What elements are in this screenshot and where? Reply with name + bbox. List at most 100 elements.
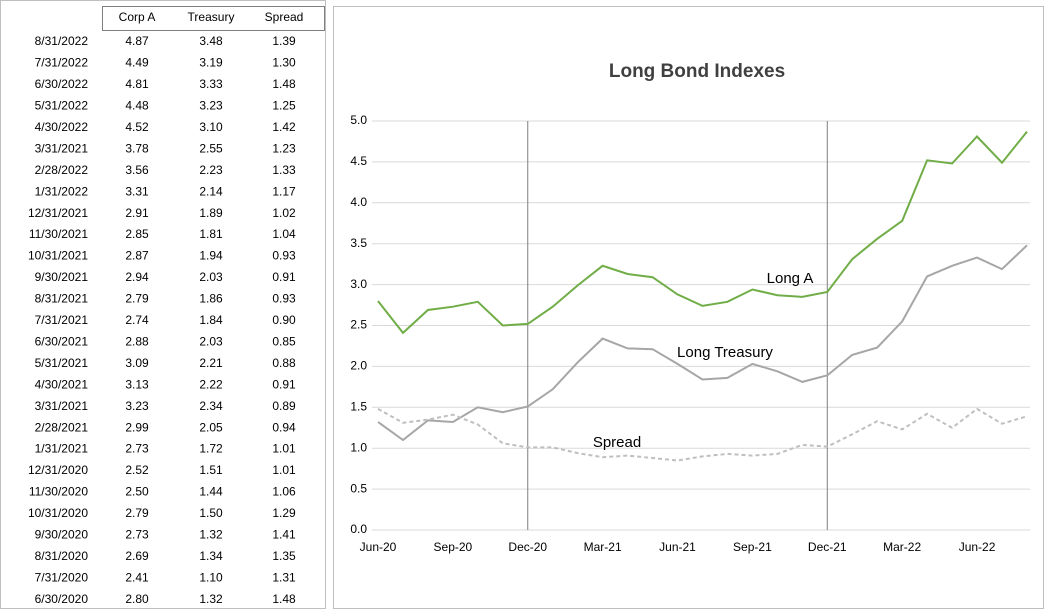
table-cell: 1.86 <box>199 292 223 306</box>
y-tick-label: 2.0 <box>350 359 367 373</box>
table-cell: 0.85 <box>272 334 296 348</box>
table-cell: 0.88 <box>272 356 296 370</box>
table-date: 7/31/2022 <box>35 56 89 70</box>
table-cell: 4.87 <box>125 34 149 48</box>
table-cell: 2.50 <box>125 485 149 499</box>
table-cell: 3.48 <box>199 34 223 48</box>
table-cell: 1.29 <box>272 506 296 520</box>
table-cell: 1.17 <box>272 184 296 198</box>
table-date: 5/31/2021 <box>35 356 89 370</box>
table-cell: 1.39 <box>272 34 296 48</box>
table-cell: 2.52 <box>125 463 149 477</box>
table-cell: 1.84 <box>199 313 223 327</box>
table-cell: 2.03 <box>199 334 223 348</box>
table-header: Corp A <box>119 10 156 24</box>
table-header: Treasury <box>188 10 235 24</box>
table-date: 12/31/2021 <box>28 206 88 220</box>
y-tick-label: 3.0 <box>350 277 367 291</box>
table-date: 4/30/2022 <box>35 120 89 134</box>
series-label: Long Treasury <box>677 344 773 361</box>
y-tick-label: 1.0 <box>350 440 367 454</box>
table-cell: 2.21 <box>199 356 223 370</box>
table-cell: 0.91 <box>272 377 296 391</box>
table-cell: 1.94 <box>199 249 223 263</box>
table-cell: 1.31 <box>272 570 296 584</box>
y-tick-label: 0.0 <box>350 522 367 536</box>
table-cell: 1.23 <box>272 141 296 155</box>
table-cell: 2.79 <box>125 506 149 520</box>
table-cell: 1.25 <box>272 99 296 113</box>
table-cell: 3.13 <box>125 377 149 391</box>
table-cell: 1.41 <box>272 528 296 542</box>
y-tick-label: 0.5 <box>350 481 367 495</box>
table-date: 1/31/2022 <box>35 184 89 198</box>
table-date: 11/30/2021 <box>29 227 88 241</box>
table-cell: 2.94 <box>125 270 149 284</box>
table-cell: 3.10 <box>199 120 223 134</box>
table-date: 8/31/2020 <box>35 549 89 563</box>
table-cell: 3.56 <box>125 163 149 177</box>
table-cell: 2.03 <box>199 270 223 284</box>
series-label: Long A <box>767 270 814 287</box>
x-tick-label: Dec-20 <box>508 540 547 554</box>
table-date: 9/30/2020 <box>35 528 89 542</box>
table-header-box <box>102 6 325 31</box>
y-tick-label: 4.5 <box>350 154 367 168</box>
table-cell: 0.93 <box>272 292 296 306</box>
table-cell: 4.52 <box>125 120 149 134</box>
table-panel <box>0 0 326 609</box>
table-cell: 0.89 <box>272 399 296 413</box>
table-date: 1/31/2021 <box>35 442 89 456</box>
table-date: 11/30/2020 <box>29 485 88 499</box>
x-tick-label: Jun-20 <box>360 540 397 554</box>
table-cell: 2.23 <box>199 163 223 177</box>
series-label: Spread <box>593 434 641 451</box>
table-date: 9/30/2021 <box>35 270 89 284</box>
table-cell: 3.33 <box>199 77 223 91</box>
table-date: 3/31/2021 <box>35 141 89 155</box>
table-cell: 2.55 <box>199 141 223 155</box>
table-cell: 2.85 <box>125 227 149 241</box>
table-date: 8/31/2022 <box>35 34 89 48</box>
table-cell: 3.19 <box>199 56 223 70</box>
y-tick-label: 3.5 <box>350 236 367 250</box>
table-cell: 4.49 <box>125 56 149 70</box>
y-tick-label: 5.0 <box>350 113 367 127</box>
table-date: 10/31/2020 <box>28 506 88 520</box>
table-date: 4/30/2021 <box>35 377 89 391</box>
x-tick-label: Mar-22 <box>883 540 921 554</box>
table-cell: 2.79 <box>125 292 149 306</box>
chart-title: Long Bond Indexes <box>609 61 785 82</box>
y-tick-label: 4.0 <box>350 195 367 209</box>
table-cell: 2.73 <box>125 442 149 456</box>
table-cell: 1.72 <box>199 442 223 456</box>
series-line <box>377 130 1028 335</box>
table-cell: 1.48 <box>272 592 296 606</box>
table-cell: 3.09 <box>125 356 149 370</box>
table-cell: 2.22 <box>199 377 223 391</box>
table-date: 6/30/2020 <box>35 592 89 606</box>
table-cell: 2.41 <box>125 570 149 584</box>
y-tick-label: 1.5 <box>350 399 367 413</box>
x-tick-label: Jun-22 <box>959 540 996 554</box>
table-cell: 1.50 <box>199 506 223 520</box>
table-cell: 0.93 <box>272 249 296 263</box>
table-header: Spread <box>265 10 304 24</box>
x-tick-label: Sep-21 <box>733 540 772 554</box>
table-cell: 4.48 <box>125 99 149 113</box>
x-tick-label: Jun-21 <box>659 540 696 554</box>
table-date: 6/30/2021 <box>35 334 89 348</box>
table-cell: 2.05 <box>199 420 223 434</box>
table-date: 2/28/2022 <box>35 163 89 177</box>
table-date: 3/31/2021 <box>35 399 89 413</box>
table-cell: 1.06 <box>272 485 296 499</box>
table-cell: 1.81 <box>199 227 223 241</box>
table-cell: 1.35 <box>272 549 296 563</box>
y-tick-label: 2.5 <box>350 318 367 332</box>
table-cell: 2.74 <box>125 313 149 327</box>
table-cell: 0.90 <box>272 313 296 327</box>
table-date: 2/28/2021 <box>35 420 89 434</box>
table-cell: 1.51 <box>199 463 223 477</box>
table-date: 5/31/2022 <box>35 99 89 113</box>
